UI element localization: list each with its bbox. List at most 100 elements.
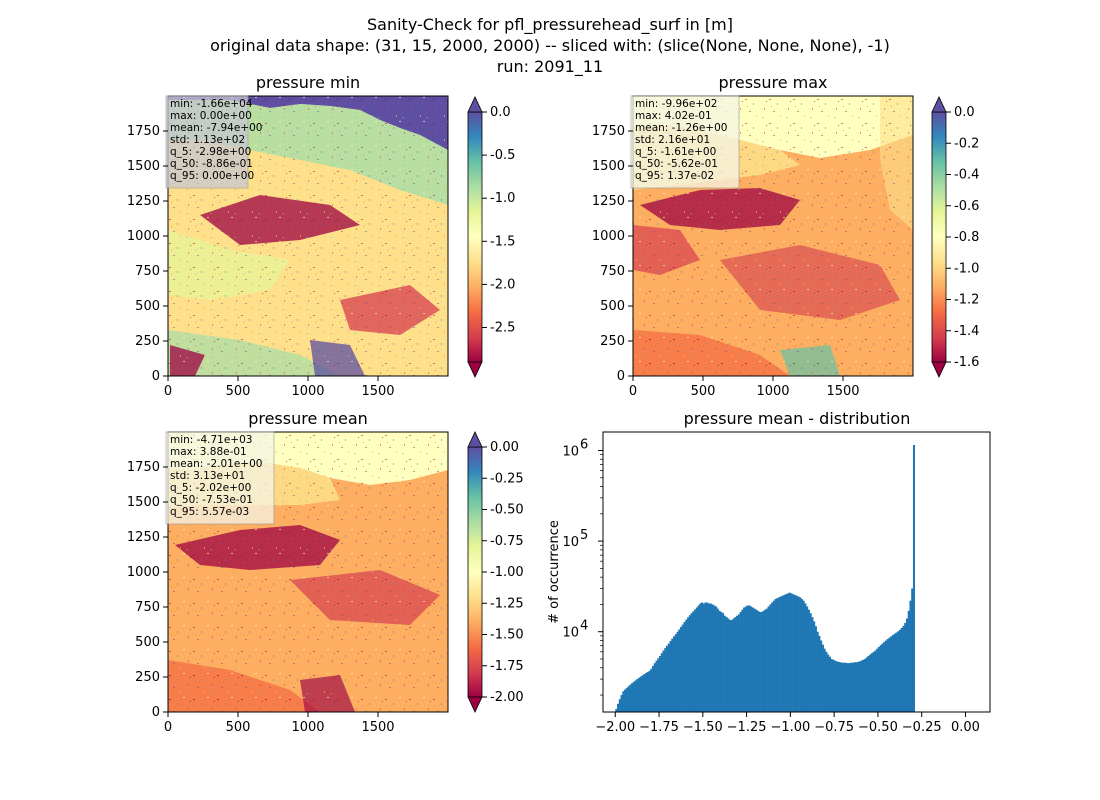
figure-title-line-1: Sanity-Check for pfl_pressurehead_surf i… xyxy=(367,15,733,35)
colorbar-tick-label: -0.6 xyxy=(954,199,979,214)
histogram-bar xyxy=(837,661,840,712)
histogram-bar xyxy=(716,608,719,712)
histogram-bar xyxy=(730,619,733,712)
histogram-bar xyxy=(893,633,896,712)
histogram-bar xyxy=(638,677,641,712)
histogram-bar xyxy=(690,613,693,712)
panel-pressure-min: pressure min min: -1.66e+04 max: 0.00e+0… xyxy=(127,73,515,399)
histogram-bar xyxy=(897,631,900,712)
stat-line: q_50: -7.53e-01 xyxy=(170,494,253,506)
histogram-bar xyxy=(765,608,768,712)
colorbar: 0.0 -0.2 -0.4 -0.6 -0.8 -1.0 -1.2 -1.4 -1.6 xyxy=(931,96,979,378)
histogram-bars xyxy=(615,444,916,712)
y-axis: 0 250 500 750 1000 1250 1500 1750 xyxy=(592,124,633,384)
stat-line: q_5: -2.98e+00 xyxy=(170,146,251,158)
histogram-bar xyxy=(624,689,627,712)
histogram-bar xyxy=(799,597,802,712)
histogram-bar xyxy=(795,595,798,712)
stat-line: q_5: -2.02e+00 xyxy=(170,482,251,494)
histogram-bar xyxy=(641,675,644,712)
histogram-bar xyxy=(835,661,838,712)
colorbar-extend-max xyxy=(467,431,483,448)
histogram-bar xyxy=(841,662,844,712)
histogram-bar xyxy=(639,676,642,712)
histogram-bar xyxy=(851,662,854,712)
histogram-bar xyxy=(879,645,882,712)
histogram-bar xyxy=(695,607,698,712)
histogram-bar xyxy=(750,606,753,712)
histogram-bar xyxy=(627,686,630,712)
stat-line: min: -4.71e+03 xyxy=(170,434,252,446)
x-tick-label: 1500 xyxy=(361,720,394,735)
y-tick-label: 1250 xyxy=(127,530,160,545)
panel-pressure-max: pressure max min: -9.96e+02 max: 4.02e-0… xyxy=(592,73,979,399)
histogram-bar xyxy=(797,596,800,712)
histogram-bar xyxy=(746,605,749,712)
histogram-bar xyxy=(809,613,812,712)
histogram-bar xyxy=(704,602,707,712)
x-tick-label: −1.25 xyxy=(727,720,767,735)
histogram-bar xyxy=(830,658,833,712)
stat-line: q_50: -8.86e-01 xyxy=(170,158,253,170)
histogram-bar xyxy=(643,674,646,712)
histogram-bar xyxy=(769,604,772,712)
colorbar: 0.00 -0.25 -0.50 -0.75 -1.00 -1.25 -1.50 -1.75 -… xyxy=(467,431,524,713)
stat-line: std: 1.13e+02 xyxy=(170,134,245,146)
y-tick-label: 0 xyxy=(152,705,160,720)
histogram-bar xyxy=(688,615,691,712)
histogram-bar xyxy=(701,602,704,712)
histogram-bar xyxy=(660,653,663,712)
histogram-bar xyxy=(823,648,826,712)
stat-line: max: 3.88e-01 xyxy=(170,446,247,458)
y-tick-label: 1250 xyxy=(592,194,625,209)
histogram-bar xyxy=(741,609,744,712)
colorbar: 0.0 -0.5 -1.0 -1.5 -2.0 -2.5 xyxy=(467,96,515,378)
panel-title: pressure mean xyxy=(248,409,368,428)
histogram-bar xyxy=(674,634,677,712)
histogram-bar xyxy=(737,614,740,712)
y-tick-label: 0 xyxy=(617,369,625,384)
histogram-bar xyxy=(867,655,870,712)
histogram-bar xyxy=(856,661,859,712)
histogram-bar xyxy=(818,635,821,712)
histogram-bar xyxy=(718,610,721,712)
histogram-bar xyxy=(629,684,632,712)
histogram-bar xyxy=(764,609,767,712)
histogram-bar xyxy=(807,609,810,712)
y-tick-label: 1500 xyxy=(592,159,625,174)
histogram-bar xyxy=(757,610,760,712)
y-tick-label: 1000 xyxy=(127,229,160,244)
histogram-bar xyxy=(877,646,880,712)
histogram-bar xyxy=(676,631,679,712)
histogram-bar xyxy=(860,660,863,712)
histogram-bar xyxy=(846,663,849,712)
colorbar-extend-min xyxy=(467,361,483,378)
y-tick-label-exponent: 5 xyxy=(580,528,588,543)
histogram-bar xyxy=(905,618,908,712)
x-axis: 0 500 1000 1500 xyxy=(164,376,395,399)
colorbar-tick-label: -0.25 xyxy=(490,471,524,486)
colorbar-tick-label: 0.0 xyxy=(954,105,975,120)
colorbar-tick-label: -1.6 xyxy=(954,355,979,370)
histogram-bar xyxy=(713,605,716,712)
colorbar-tick-label: -1.25 xyxy=(490,596,524,611)
histogram-bar xyxy=(890,636,893,712)
histogram-bar xyxy=(702,603,705,712)
stat-line: max: 0.00e+00 xyxy=(170,110,252,122)
x-tick-label: −2.00 xyxy=(595,720,635,735)
y-tick-label-exponent: 6 xyxy=(580,437,588,452)
colorbar-tick-label: -1.75 xyxy=(490,659,524,674)
colorbar-extend-min xyxy=(931,361,947,378)
histogram-bar xyxy=(902,625,905,712)
y-tick-label: 500 xyxy=(135,635,160,650)
histogram-bar xyxy=(793,594,796,712)
y-tick-label: 0 xyxy=(152,369,160,384)
x-tick-label: 1500 xyxy=(361,384,394,399)
histogram-bar xyxy=(806,606,809,712)
stats-box: min: -1.66e+04 max: 0.00e+00 mean: -7.94… xyxy=(165,95,262,189)
colorbar-tick-label: 0.00 xyxy=(490,440,519,455)
y-tick-label: 750 xyxy=(600,264,625,279)
colorbar-tick-label: -1.5 xyxy=(490,234,515,249)
histogram-bar xyxy=(736,615,739,712)
histogram-bar xyxy=(909,600,912,712)
